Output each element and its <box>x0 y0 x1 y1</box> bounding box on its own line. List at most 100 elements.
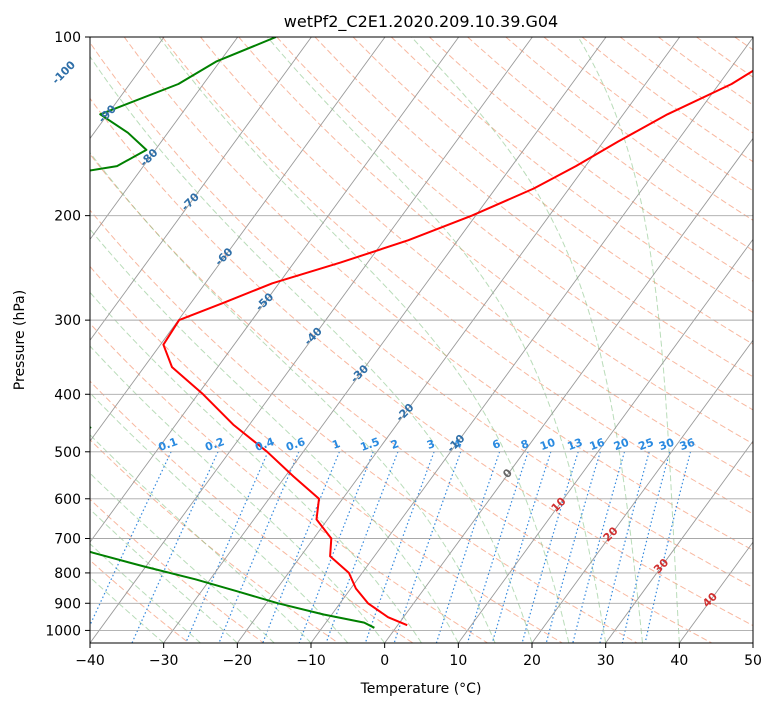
mixing-ratio-label: 3 <box>425 437 437 452</box>
mixing-ratio-label: 1.5 <box>359 435 382 454</box>
y-ticks: 100 200 300 400 500 600 700 800 900 1000 <box>45 30 90 639</box>
dry-adiabat <box>90 265 563 643</box>
x-tick-label: 30 <box>597 653 615 669</box>
x-tick-label: −10 <box>296 653 326 669</box>
x-tick-label: 50 <box>744 653 762 669</box>
dry-adiabat <box>90 97 753 627</box>
moist-adiabat <box>90 508 238 643</box>
moist-adiabat <box>90 55 533 643</box>
y-tick-label: 700 <box>54 532 81 548</box>
moist-adiabat <box>90 392 349 643</box>
x-axis-label: Temperature (°C) <box>360 681 482 697</box>
mixing-ratio-label: 13 <box>566 436 585 453</box>
mixing-ratio-label: 36 <box>678 436 697 454</box>
dry-adiabat <box>90 41 753 588</box>
isotherm <box>236 37 681 643</box>
dry-adiabat <box>90 438 339 643</box>
dry-adiabat <box>390 37 753 313</box>
chart-title: wetPf2_C2E1.2020.209.10.39.G04 <box>284 12 558 32</box>
dry-adiabat <box>90 380 414 643</box>
moist-adiabat <box>90 228 459 643</box>
mixing-ratio-label: 0.1 <box>157 435 180 454</box>
mixing-ratio-line <box>90 451 172 627</box>
moist-adiabat <box>411 37 643 643</box>
x-tick-label: 20 <box>523 653 541 669</box>
background-lines <box>90 37 753 643</box>
mixing-ratio-label: 8 <box>519 437 531 452</box>
mixing-ratio-line <box>435 451 501 643</box>
mixing-ratio-label: 1 <box>330 437 342 452</box>
y-tick-label: 900 <box>54 596 81 612</box>
y-tick-label: 300 <box>54 313 81 329</box>
dry-adiabat <box>352 37 753 345</box>
dry-adiabat <box>200 37 753 480</box>
mixing-ratio-line <box>364 451 435 643</box>
dry-adiabat <box>161 37 753 515</box>
dry-adiabat <box>90 209 638 643</box>
mixing-ratio-line <box>298 451 374 643</box>
dry-adiabat <box>276 37 753 411</box>
mixing-ratio-line <box>131 451 219 643</box>
isotherm <box>531 339 753 643</box>
plot-frame <box>89 36 754 644</box>
moist-adiabat <box>90 472 275 643</box>
y-axis-label: Pressure (hPa) <box>12 290 28 390</box>
moist-adiabat <box>90 345 386 643</box>
profiles <box>90 37 753 629</box>
x-tick-label: −40 <box>75 653 105 669</box>
moist-adiabat <box>90 151 496 643</box>
x-ticks: −40 −30 −20 −10 0 10 20 30 40 50 <box>75 643 762 669</box>
dry-adiabat <box>238 37 753 445</box>
y-tick-label: 600 <box>54 492 81 508</box>
y-tick-label: 800 <box>54 566 81 582</box>
dry-adiabat <box>90 559 190 643</box>
dry-adiabat <box>314 37 753 378</box>
mixing-ratio-label: 10 <box>538 436 557 454</box>
mixing-ratio-line <box>491 451 552 643</box>
mixing-ratio-label: 2 <box>389 437 401 452</box>
y-tick-label: 1000 <box>45 623 81 639</box>
y-tick-label: 100 <box>54 30 81 46</box>
mixing-ratio-label: 16 <box>588 436 607 454</box>
mixing-ratio-label: 20 <box>612 436 631 454</box>
isotherm <box>90 37 239 241</box>
moist-adiabat <box>577 37 680 643</box>
mixing-ratio-line <box>599 451 650 643</box>
isotherm <box>384 137 753 643</box>
isotherm <box>163 37 607 643</box>
dry-adiabat <box>90 322 488 643</box>
mixing-ratio-label: 0.2 <box>203 435 226 454</box>
moist-adiabat <box>90 434 312 643</box>
moist-adiabat <box>158 37 570 643</box>
mixing-ratio-line <box>521 451 579 643</box>
y-tick-label: 500 <box>54 445 81 461</box>
mixing-ratio-label: 0.4 <box>253 435 276 454</box>
x-tick-label: −20 <box>223 653 253 669</box>
y-tick-label: 400 <box>54 387 81 403</box>
temperature-profile <box>162 69 753 627</box>
x-tick-label: 0 <box>380 653 389 669</box>
y-tick-label: 200 <box>54 209 81 225</box>
mixing-ratio-line <box>545 451 601 643</box>
mixing-ratio-label: 4 <box>452 437 464 452</box>
isotherm <box>310 37 753 643</box>
mixing-ratio-line <box>621 451 671 643</box>
mixing-ratio-label: 25 <box>637 436 656 453</box>
isotherm <box>90 37 533 643</box>
x-tick-label: 40 <box>670 653 688 669</box>
moist-adiabat <box>90 576 165 643</box>
isotherm <box>90 37 386 442</box>
mixing-ratio-label: 30 <box>657 436 676 454</box>
mixing-ratio-line <box>572 451 626 643</box>
mixing-ratio-line <box>325 451 399 643</box>
mixing-ratio-label: 0.6 <box>284 435 307 454</box>
line-labels: 0.1 0.2 0.4 0.6 1 1.5 2 3 4 6 8 10 13 16 20 25 30 36-100-… <box>49 58 720 610</box>
mixing-ratio-line <box>262 451 340 643</box>
mixing-ratio-label: 6 <box>491 437 503 452</box>
isotherm <box>457 238 753 643</box>
dewpoint-profile <box>90 37 375 629</box>
moist-adiabat <box>90 543 201 643</box>
isotherm <box>605 440 753 643</box>
